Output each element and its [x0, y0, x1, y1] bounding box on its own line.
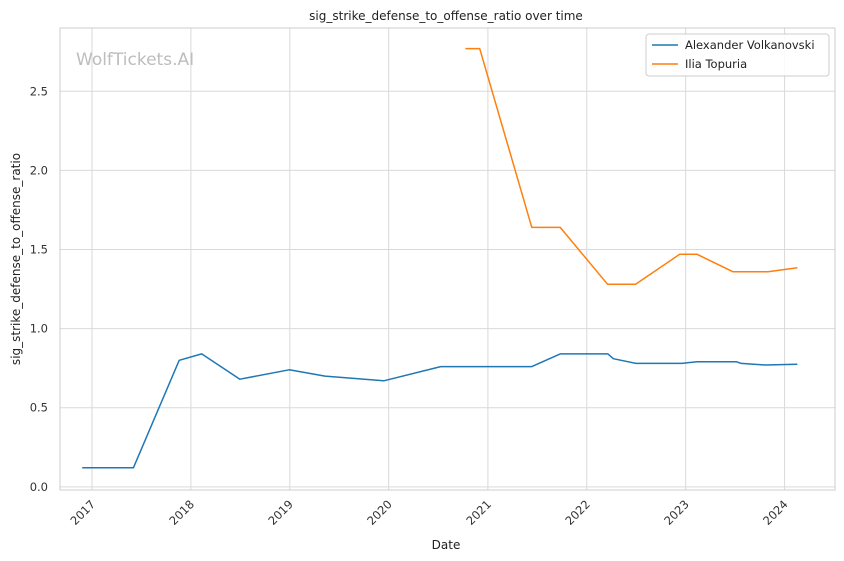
x-tick-label: 2020	[364, 497, 395, 528]
legend-box	[645, 33, 830, 77]
y-gridlines	[60, 90, 835, 488]
x-gridlines	[91, 28, 786, 490]
plot-frame	[59, 27, 836, 491]
watermark-text: WolfTickets.AI	[76, 50, 194, 70]
x-tick-label: 2023	[661, 497, 692, 528]
series-layer	[82, 47, 798, 469]
y-tick-label: 1.5	[30, 243, 48, 257]
y-tick-label: 0.0	[30, 480, 48, 494]
y-axis-label: sig_strike_defense_to_offense_ratio	[9, 153, 23, 365]
legend-label-volkanovski: Alexander Volkanovski	[685, 38, 815, 52]
series-line-alexander-volkanovski	[82, 353, 798, 469]
legend-label-topuria: Ilia Topuria	[685, 57, 747, 71]
x-tick-label: 2018	[166, 497, 197, 528]
x-tick-label: 2017	[67, 497, 98, 528]
legend: Alexander Volkanovski Ilia Topuria	[645, 33, 830, 77]
x-tick-label: 2024	[760, 497, 791, 528]
chart-title: sig_strike_defense_to_offense_ratio over…	[309, 9, 583, 23]
x-tick-label: 2021	[463, 497, 494, 528]
y-tick-labels: 0.0 0.5 1.0 1.5 2.0 2.5	[30, 84, 48, 494]
y-tick-label: 2.5	[30, 84, 48, 98]
x-tick-labels: 2017 2018 2019 2020 2021 2022 2023 2024	[67, 497, 790, 528]
series-line-ilia-topuria	[465, 47, 798, 286]
x-tick-label: 2019	[265, 497, 296, 528]
y-tick-label: 1.0	[30, 322, 48, 336]
y-tick-label: 2.0	[30, 163, 48, 177]
x-axis-label: Date	[432, 538, 461, 552]
x-tick-label: 2022	[562, 497, 593, 528]
y-tick-label: 0.5	[30, 401, 48, 415]
